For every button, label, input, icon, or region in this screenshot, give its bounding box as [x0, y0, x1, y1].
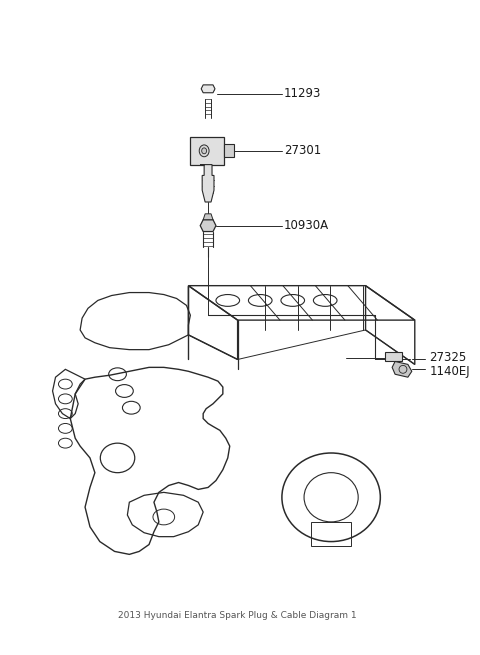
Text: 11293: 11293 [284, 87, 321, 100]
Text: 27325: 27325 [430, 351, 467, 364]
Ellipse shape [202, 148, 206, 154]
Text: 10930A: 10930A [284, 219, 329, 232]
Polygon shape [201, 85, 215, 93]
Polygon shape [191, 137, 224, 164]
Text: 1140EJ: 1140EJ [430, 365, 470, 378]
Ellipse shape [199, 145, 209, 157]
Polygon shape [385, 352, 402, 362]
Text: 27301: 27301 [284, 144, 321, 157]
Text: 2013 Hyundai Elantra Spark Plug & Cable Diagram 1: 2013 Hyundai Elantra Spark Plug & Cable … [118, 611, 357, 620]
Polygon shape [200, 164, 214, 202]
Polygon shape [200, 219, 216, 231]
Polygon shape [203, 214, 213, 219]
Polygon shape [392, 362, 412, 377]
Polygon shape [224, 144, 234, 157]
